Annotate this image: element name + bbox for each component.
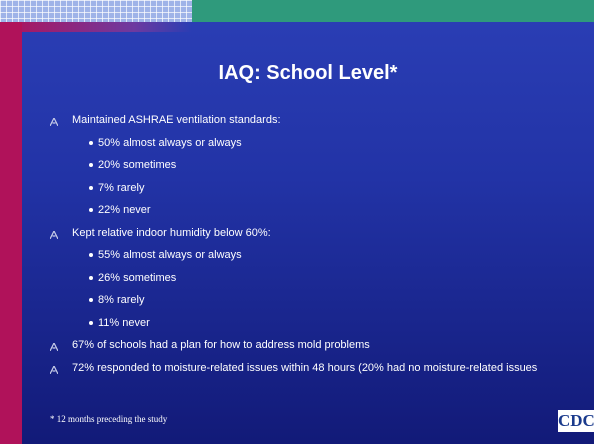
sub-bullet-text: 8% rarely bbox=[98, 294, 145, 306]
sub-bullet: 26% sometimes bbox=[48, 272, 568, 295]
bullet-icon bbox=[49, 229, 59, 239]
sub-bullet: 8% rarely bbox=[48, 294, 568, 317]
sub-bullet-text: 22% never bbox=[98, 204, 151, 216]
bullet-glyph bbox=[49, 364, 59, 374]
sub-bullet: 20% sometimes bbox=[48, 159, 568, 182]
header-grid bbox=[0, 0, 192, 22]
header-band bbox=[192, 0, 594, 22]
bullet: Kept relative indoor humidity below 60%: bbox=[48, 227, 568, 250]
sub-bullet-dot bbox=[89, 275, 93, 280]
sub-bullet: 22% never bbox=[48, 204, 568, 227]
sub-bullet-dot bbox=[89, 185, 93, 190]
sub-bullet-dot bbox=[89, 208, 93, 212]
bullet-text: Kept relative indoor humidity below 60%: bbox=[72, 226, 271, 239]
sub-bullet: 50% almost always or always bbox=[48, 137, 568, 160]
bullet-text: 72% responded to moisture-related issues… bbox=[72, 361, 538, 374]
bullet-glyph bbox=[49, 229, 59, 239]
slide-title: IAQ: School Level* bbox=[218, 62, 398, 84]
bullet-icon bbox=[49, 341, 59, 352]
sub-bullet-text: 20% sometimes bbox=[98, 159, 177, 171]
sub-bullet-text: 50% almost always or always bbox=[98, 136, 242, 149]
bullet-list: Maintained ASHRAE ventilation standards:… bbox=[48, 114, 568, 384]
bullet-text: 67% of schools had a plan for how to add… bbox=[72, 339, 370, 351]
sub-bullet-dot bbox=[89, 163, 93, 167]
bullet: 72% responded to moisture-related issues… bbox=[48, 362, 568, 385]
bullet: 67% of schools had a plan for how to add… bbox=[48, 339, 568, 362]
bullet-glyph bbox=[49, 341, 59, 352]
footnote: * 12 months preceding the study bbox=[50, 414, 168, 424]
sub-bullet: 7% rarely bbox=[48, 182, 568, 205]
sub-bullet-text: 7% rarely bbox=[98, 181, 145, 194]
sub-bullet: 55% almost always or always bbox=[48, 249, 568, 272]
sub-bullet-text: 55% almost always or always bbox=[98, 249, 242, 261]
bullet: Maintained ASHRAE ventilation standards: bbox=[48, 114, 568, 137]
bullet-icon bbox=[49, 364, 59, 374]
bullet-icon bbox=[49, 116, 59, 127]
sub-bullet-text: 11% never bbox=[98, 316, 150, 329]
sub-bullet-dot bbox=[89, 298, 93, 302]
header-accent bbox=[0, 22, 192, 32]
sub-bullet-dot bbox=[89, 253, 93, 257]
sub-bullet-dot bbox=[89, 140, 93, 145]
bullet-text: Maintained ASHRAE ventilation standards: bbox=[72, 114, 281, 126]
sub-bullet-dot bbox=[89, 320, 93, 325]
sub-bullet: 11% never bbox=[48, 317, 568, 340]
sub-bullet-text: 26% sometimes bbox=[98, 271, 177, 284]
side-stripe bbox=[0, 22, 22, 444]
bullet-glyph bbox=[49, 116, 59, 127]
logo: CDC bbox=[558, 410, 594, 432]
